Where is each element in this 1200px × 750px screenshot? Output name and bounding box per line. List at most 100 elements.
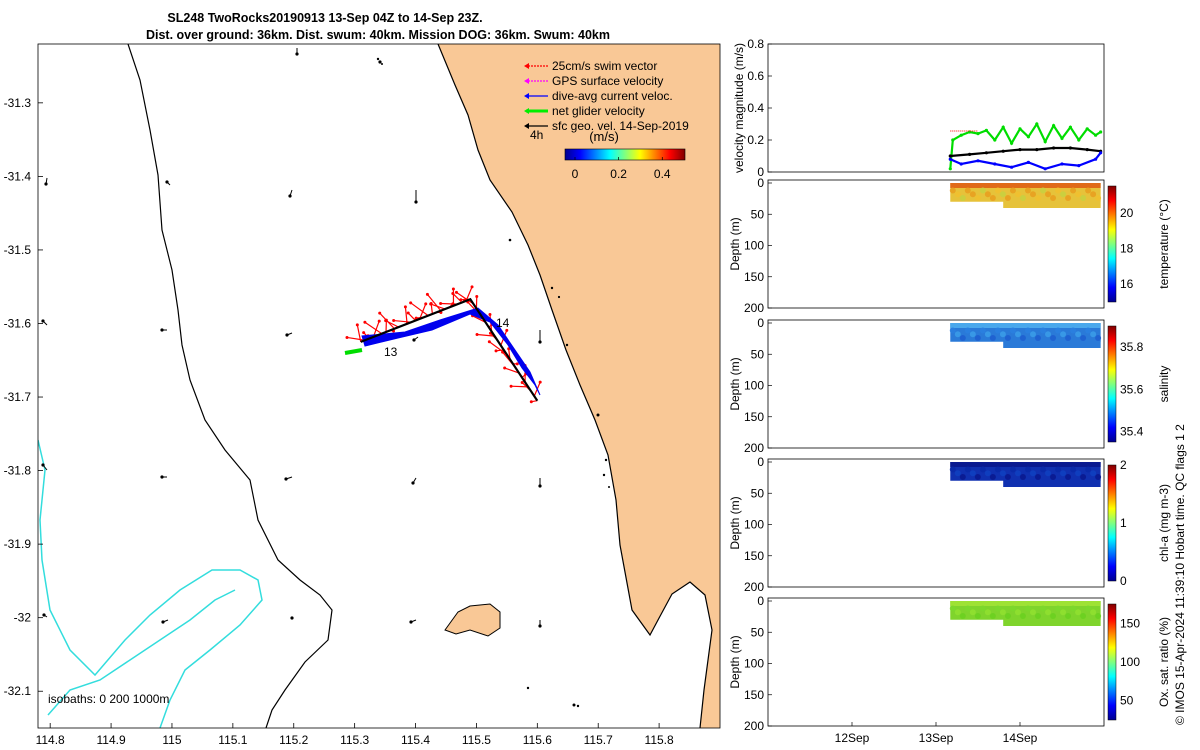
velocity-tick-label: 0.4	[747, 101, 764, 115]
swim-vector	[511, 385, 529, 388]
depth-sample	[994, 327, 1001, 334]
isobath-200m	[127, 44, 333, 728]
speed-colorbar	[564, 148, 686, 161]
depth-tick-label: 50	[751, 486, 765, 500]
swim-vector	[419, 303, 427, 320]
depth-sample	[1019, 474, 1026, 480]
velocity-point	[984, 151, 989, 155]
lat-tick-label: -31.3	[4, 96, 32, 110]
depth-data-block-deep	[1003, 198, 1101, 208]
swim-vector-head	[529, 400, 533, 404]
velocity-point	[1085, 148, 1089, 152]
swim-vector-head	[409, 301, 413, 305]
depth-tick-label: 50	[751, 625, 765, 639]
geo-arrowhead	[42, 613, 46, 617]
lat-tick-label: -31.4	[4, 169, 32, 183]
swim-vector	[364, 321, 383, 335]
depth-sample	[1075, 191, 1082, 198]
depth-sample	[964, 605, 971, 612]
swim-vector-head	[520, 380, 524, 384]
depth-panel-temperature: 0 50 100 150 200 Depth (m) 16 18 20 temperature (…	[728, 176, 1171, 315]
depth-sample	[1040, 187, 1047, 194]
depth-sample	[1009, 327, 1016, 334]
legend-arrowhead	[524, 78, 529, 84]
lon-tick-label: 115.2	[279, 733, 308, 747]
velocity-point	[1010, 141, 1014, 145]
depth-tick-label: 0	[757, 176, 764, 190]
depth-sample	[949, 327, 956, 334]
swim-vector	[504, 367, 520, 374]
lon-tick-label: 115.5	[462, 733, 491, 747]
depth-sample	[1065, 195, 1072, 201]
geo-arrowhead	[41, 463, 45, 467]
velocity-point	[968, 152, 972, 156]
depth-sample	[954, 191, 961, 198]
depth-sample	[1055, 605, 1062, 612]
geo-arrowhead	[409, 620, 413, 624]
depth-sample	[1050, 474, 1057, 480]
depth-sample	[1045, 609, 1052, 616]
depth-sample	[1040, 605, 1047, 612]
swim-vector	[404, 306, 408, 324]
legend-label: net glider velocity	[552, 104, 645, 118]
legend-label: sfc geo. vel. 14-Sep-2019	[552, 119, 689, 133]
swim-vector-head	[355, 323, 359, 327]
swim-vector-head	[392, 319, 396, 323]
swim-vector-head	[377, 319, 381, 323]
depth-sample	[969, 470, 976, 477]
geo-arrowhead	[160, 475, 164, 479]
depth-tick-label: 150	[744, 688, 764, 702]
depth-data-surface	[950, 601, 1101, 606]
swim-vector-head	[403, 305, 407, 309]
geo-arrowhead	[538, 340, 542, 344]
swim-vector-head	[378, 311, 382, 315]
swim-vector-head	[439, 301, 443, 305]
depth-sample	[1014, 331, 1021, 338]
velocity-point	[1094, 157, 1098, 161]
depth-sample	[1050, 195, 1057, 201]
glider-track	[360, 297, 539, 402]
depth-ylabel: Depth (m)	[728, 217, 742, 270]
geo-arrowhead	[378, 60, 382, 64]
depth-sample	[974, 613, 981, 619]
depth-sample	[974, 195, 981, 201]
velocity-point	[1094, 133, 1098, 137]
velocity-point	[1001, 125, 1005, 129]
depth-sample	[1055, 327, 1062, 334]
lat-tick-label: -31.9	[4, 537, 32, 551]
depth-sample	[1060, 609, 1067, 616]
swim-vector	[465, 286, 473, 302]
dive-avg-current-vectors	[361, 307, 541, 396]
swim-vector-head	[475, 332, 479, 336]
swim-vector-head	[345, 335, 349, 339]
colorbar-tick-label: 2	[1120, 458, 1127, 472]
geo-arrowhead	[160, 328, 164, 332]
depth-sample	[1029, 191, 1036, 198]
depth-sample	[959, 335, 966, 341]
depth-sample	[969, 609, 976, 616]
depth-sample	[1080, 613, 1087, 619]
depth-sample	[984, 331, 991, 338]
geo-arrowhead	[538, 484, 542, 488]
swim-vector-head	[424, 302, 428, 306]
depth-sample	[949, 466, 956, 473]
depth-data-block-deep	[1003, 338, 1101, 348]
isobath-1000m-inner	[47, 589, 236, 716]
depth-sample	[989, 474, 996, 480]
depth-sample	[1024, 466, 1031, 473]
velocity-line-sfc-geo-velocity	[950, 146, 1101, 158]
depth-sample	[1075, 331, 1082, 338]
depth-sample	[1014, 191, 1021, 198]
depth-sample	[1065, 474, 1072, 480]
depth-sample	[1014, 609, 1021, 616]
depth-sample	[1029, 609, 1036, 616]
isobath-1000m	[38, 439, 263, 728]
geo-arrowhead	[44, 182, 48, 186]
depth-sample	[1090, 191, 1097, 198]
depth-tick-label: 0	[757, 455, 764, 469]
depth-sample	[1009, 187, 1016, 194]
lon-tick-label: 115.4	[401, 733, 430, 747]
depth-sample	[1045, 331, 1052, 338]
